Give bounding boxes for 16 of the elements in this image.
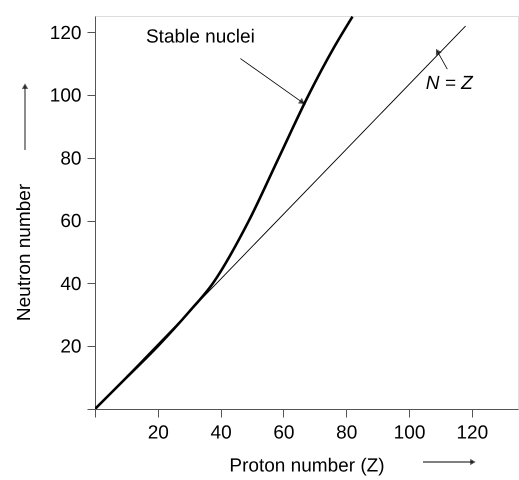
y-tick-label: 100 <box>50 86 82 107</box>
annotation: N = Z <box>426 73 474 94</box>
annotation: Stable nuclei <box>146 26 255 48</box>
x-tick-label: 60 <box>273 422 294 444</box>
x-axis-title: Proton number (Z) <box>229 456 385 476</box>
y-tick-label: 20 <box>60 336 82 358</box>
x-tick-label: 40 <box>210 422 232 444</box>
y-tick-label: 60 <box>60 211 82 232</box>
y-tick-label: 120 <box>50 22 82 44</box>
x-tick-label: 80 <box>336 422 358 444</box>
y-tick-label: 80 <box>60 148 82 170</box>
y-axis-title: Neutron number <box>14 183 35 322</box>
x-tick-label: 20 <box>148 422 169 444</box>
x-tick-label: 120 <box>456 422 488 444</box>
y-tick-label: 40 <box>60 274 82 295</box>
x-tick-label: 100 <box>394 422 426 444</box>
